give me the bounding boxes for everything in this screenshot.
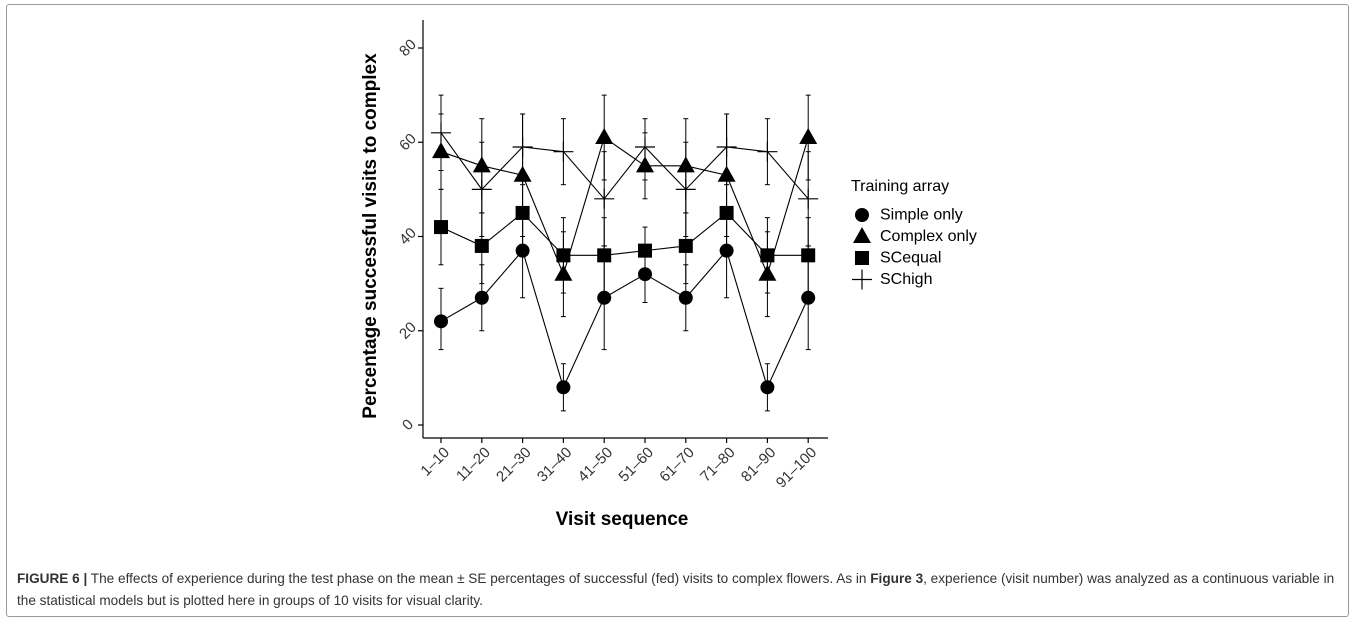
x-tick-label: 31–40: [534, 444, 576, 486]
series-lines: [440, 132, 809, 389]
point-schigh: [431, 122, 451, 143]
series-markers: [431, 122, 819, 395]
point-schigh: [471, 179, 492, 200]
x-tick-label: 1–10: [417, 444, 453, 480]
point-complex-only: [717, 165, 736, 182]
line-simple-only: [440, 249, 809, 389]
point-scequal: [474, 238, 489, 253]
point-schigh: [635, 136, 655, 157]
chart: 0 20 40 60 80 1–10 11–20 21–30 31–40 41–50 51–60 61…: [360, 20, 977, 530]
error-bars: [438, 94, 811, 412]
point-simple-only: [597, 290, 612, 305]
legend-title: Training array: [851, 178, 949, 195]
point-complex-only: [799, 128, 818, 145]
x-tick-label: 21–30: [493, 444, 535, 486]
legend-label-schigh: SChigh: [880, 271, 932, 288]
point-scequal: [719, 205, 734, 220]
legend-key-simple-only: [855, 208, 869, 222]
point-simple-only: [515, 243, 530, 258]
figure-frame: [6, 4, 1349, 617]
figure-caption: FIGURE 6 | The effects of experience dur…: [17, 568, 1342, 612]
point-simple-only: [801, 290, 816, 305]
y-tick-label: 40: [396, 225, 420, 249]
tick-labels: 0 20 40 60 80 1–10 11–20 21–30 31–40 41–50 51–60 61…: [396, 36, 820, 491]
point-complex-only: [554, 264, 573, 281]
x-tick-label: 51–60: [615, 444, 657, 486]
legend-key-complex-only: [853, 227, 871, 243]
point-complex-only: [432, 142, 450, 159]
y-tick-label: 60: [396, 130, 420, 154]
point-complex-only: [472, 156, 491, 173]
y-tick-label: 20: [396, 319, 420, 343]
point-simple-only: [474, 290, 489, 305]
point-complex-only: [676, 156, 695, 173]
point-scequal: [638, 243, 652, 258]
y-tick-label: 0: [399, 416, 417, 434]
point-scequal: [597, 248, 612, 263]
point-complex-only: [636, 156, 654, 173]
caption-figure-reference: Figure 3: [870, 571, 924, 586]
y-tick-label: 80: [396, 36, 420, 60]
point-scequal: [760, 248, 775, 263]
caption-label: FIGURE 6 |: [17, 571, 88, 586]
point-scequal: [434, 220, 448, 235]
line-complex-only: [440, 136, 809, 276]
point-schigh: [675, 179, 696, 200]
point-schigh: [512, 136, 533, 157]
point-schigh: [757, 141, 778, 162]
point-simple-only: [719, 243, 734, 258]
point-schigh: [594, 188, 615, 209]
point-simple-only: [434, 314, 448, 329]
legend: Training array Simple only Complex only SC…: [851, 178, 977, 290]
point-scequal: [801, 248, 816, 263]
point-simple-only: [638, 267, 652, 282]
caption-text-part2: , experience (visit number) was analyzed…: [17, 571, 1335, 608]
x-tick-label: 11–20: [453, 444, 494, 485]
point-complex-only: [758, 264, 777, 281]
point-schigh: [798, 188, 819, 209]
axes: [418, 20, 828, 443]
legend-label-complex-only: Complex only: [880, 228, 977, 245]
point-simple-only: [760, 380, 775, 395]
point-schigh: [716, 136, 737, 157]
point-scequal: [515, 205, 530, 220]
legend-key-schigh: [852, 269, 872, 290]
x-tick-label: 61–70: [656, 444, 698, 486]
point-scequal: [678, 238, 693, 253]
legend-key-scequal: [855, 251, 869, 265]
x-tick-label: 91–100: [773, 444, 820, 491]
caption-text-part1: The effects of experience during the tes…: [87, 571, 871, 586]
x-axis-label: Visit sequence: [556, 509, 689, 530]
point-complex-only: [595, 128, 614, 145]
line-scequal: [440, 212, 809, 256]
point-schigh: [553, 141, 574, 162]
legend-label-scequal: SCequal: [880, 250, 941, 267]
x-tick-label: 41–50: [575, 444, 617, 486]
point-simple-only: [556, 380, 571, 395]
point-scequal: [556, 248, 571, 263]
x-tick-label: 71–80: [697, 444, 739, 486]
point-simple-only: [678, 290, 693, 305]
point-complex-only: [513, 165, 532, 182]
line-schigh: [440, 132, 809, 200]
legend-label-simple-only: Simple only: [880, 207, 963, 224]
y-axis-label: Percentage successful visits to complex: [360, 53, 381, 419]
